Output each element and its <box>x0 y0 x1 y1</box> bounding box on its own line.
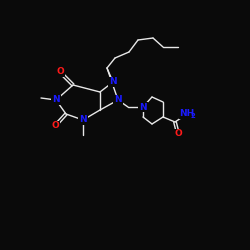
Text: O: O <box>51 122 59 130</box>
Text: N: N <box>114 96 122 104</box>
Text: N: N <box>52 96 60 104</box>
Text: N: N <box>79 116 87 124</box>
Text: 2: 2 <box>190 113 195 119</box>
Text: N: N <box>109 78 117 86</box>
Text: NH: NH <box>180 110 194 118</box>
Text: O: O <box>174 130 182 138</box>
Text: O: O <box>56 68 64 76</box>
Text: N: N <box>139 102 147 112</box>
